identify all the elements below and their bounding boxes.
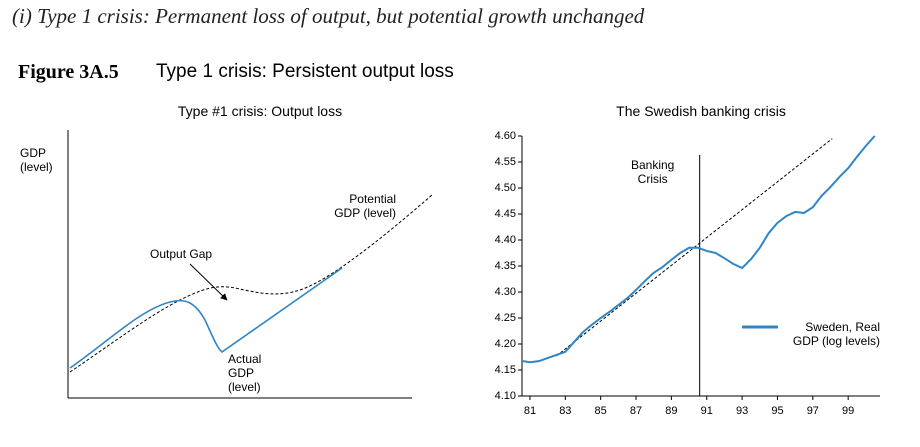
x-tick-label: 93 bbox=[735, 405, 749, 417]
y-tick-label: 4.10 bbox=[494, 390, 516, 402]
y-tick-label: 4.40 bbox=[494, 234, 516, 246]
x-tick-label: 85 bbox=[594, 405, 607, 417]
chart-title: The Swedish banking crisis bbox=[616, 103, 786, 119]
figure-label: Figure 3A.5 bbox=[18, 61, 119, 83]
schematic-title: Type #1 crisis: Output loss bbox=[177, 103, 343, 119]
x-tick-label: 99 bbox=[842, 405, 855, 417]
crisis-label: Banking Crisis bbox=[630, 158, 675, 186]
heading: (i) Type 1 crisis: Permanent loss of out… bbox=[12, 4, 645, 28]
actual-label: Actual GDP (level) bbox=[228, 352, 262, 394]
y-tick-label: 4.50 bbox=[494, 182, 516, 194]
legend-label: Sweden, Real GDP (log levels) bbox=[792, 320, 880, 348]
x-tick-label: 81 bbox=[523, 405, 537, 417]
x-tick-label: 91 bbox=[700, 405, 713, 417]
actual-curve bbox=[69, 267, 343, 369]
y-tick-label: 4.30 bbox=[494, 286, 516, 298]
x-tick-label: 89 bbox=[665, 405, 678, 417]
potential-curve bbox=[69, 194, 433, 373]
y-tick-label: 4.35 bbox=[494, 260, 516, 272]
potential-label: Potential GDP (level) bbox=[334, 192, 396, 220]
gap-label: Output Gap bbox=[150, 247, 213, 261]
y-axis-label: GDP (level) bbox=[20, 146, 53, 174]
y-tick-label: 4.15 bbox=[494, 364, 516, 376]
series-line bbox=[522, 135, 876, 364]
y-tick-label: 4.20 bbox=[494, 338, 516, 350]
x-tick-label: 87 bbox=[629, 405, 643, 417]
y-tick-label: 4.55 bbox=[494, 156, 516, 168]
schematic bbox=[67, 130, 433, 399]
x-tick-label: 83 bbox=[559, 405, 572, 417]
y-tick-label: 4.45 bbox=[494, 208, 516, 220]
y-tick-label: 4.25 bbox=[494, 312, 516, 324]
x-tick-label: 95 bbox=[771, 405, 784, 417]
figure-title: Type 1 crisis: Persistent output loss bbox=[156, 61, 454, 82]
y-tick-label: 4.60 bbox=[494, 130, 516, 142]
gap-arrow bbox=[189, 263, 228, 301]
x-tick-label: 97 bbox=[806, 405, 819, 417]
